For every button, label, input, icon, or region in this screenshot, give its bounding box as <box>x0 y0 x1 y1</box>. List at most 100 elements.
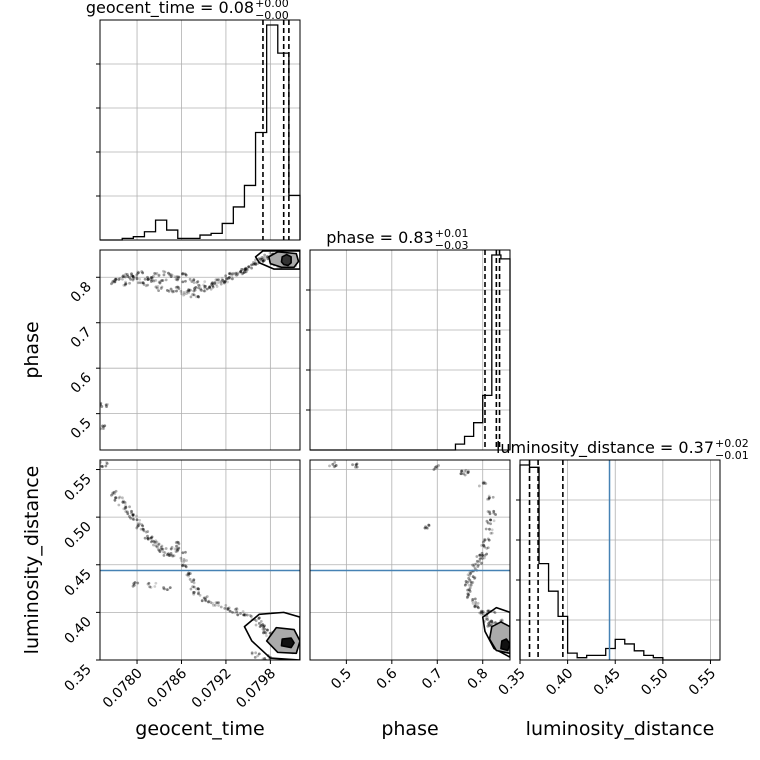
sample-point <box>158 281 162 285</box>
sample-point <box>243 268 247 271</box>
sample-point <box>261 627 265 631</box>
sample-point <box>154 544 158 548</box>
sample-point <box>228 276 232 280</box>
panel-frame <box>309 459 511 661</box>
x-tick-label-luminosity_distance: 0.35 <box>495 666 528 699</box>
sample-point <box>475 555 479 558</box>
sample-point <box>169 547 173 551</box>
sample-point <box>155 545 159 549</box>
sample-point <box>224 274 228 278</box>
sample-point <box>188 578 192 581</box>
sample-point <box>204 599 208 603</box>
sample-point <box>164 278 168 282</box>
sample-point <box>180 292 183 296</box>
sample-point <box>121 275 125 279</box>
sample-point <box>466 580 470 584</box>
sample-point <box>257 257 261 261</box>
sample-point <box>477 563 480 567</box>
sample-point <box>328 464 331 468</box>
sample-point <box>135 518 139 522</box>
sample-point <box>235 607 239 610</box>
sample-point <box>106 402 109 406</box>
sample-point <box>157 274 161 277</box>
sample-point <box>166 588 170 591</box>
sample-point <box>473 605 477 609</box>
sample-point <box>266 628 270 632</box>
sample-point <box>105 461 108 464</box>
sample-point <box>222 281 226 285</box>
sample-point <box>146 534 149 538</box>
sample-point <box>155 286 159 290</box>
sample-point <box>488 621 492 624</box>
sample-point <box>177 546 181 550</box>
sample-point <box>494 621 497 624</box>
sample-point <box>231 610 234 614</box>
sample-point <box>482 556 486 560</box>
sample-point <box>123 275 126 278</box>
panel-background <box>520 460 720 660</box>
sample-point <box>256 654 260 658</box>
sample-point <box>480 551 484 555</box>
sample-point <box>355 462 359 466</box>
sample-point <box>480 610 484 614</box>
sample-point <box>192 579 196 583</box>
sample-point <box>466 588 469 592</box>
sample-point <box>188 572 192 575</box>
sample-point <box>199 288 202 292</box>
sample-point <box>205 287 209 291</box>
sample-point <box>239 269 243 273</box>
sample-point <box>130 272 133 276</box>
sample-point <box>245 613 249 617</box>
sample-point <box>175 275 179 279</box>
sample-point <box>244 266 247 270</box>
sample-point <box>248 614 252 617</box>
sample-point <box>135 518 139 522</box>
sample-point <box>209 287 213 291</box>
sample-point <box>173 547 177 551</box>
y-tick-label-luminosity_distance: 0.50 <box>61 519 94 552</box>
sample-point <box>102 425 105 429</box>
sample-point <box>170 545 174 549</box>
sample-point <box>264 631 268 635</box>
sample-point <box>162 587 165 590</box>
sample-point <box>207 600 210 604</box>
sample-point <box>478 553 482 557</box>
sample-point <box>435 466 439 470</box>
sample-point <box>486 510 490 513</box>
sample-point <box>493 611 497 615</box>
sample-point <box>121 500 124 504</box>
sample-point <box>480 554 484 558</box>
sample-point <box>433 465 437 469</box>
sample-point <box>122 283 126 287</box>
y-axis-label-phase: phase <box>21 321 43 378</box>
sample-point <box>121 275 124 278</box>
sample-point <box>122 499 125 503</box>
sample-point <box>192 578 196 582</box>
sample-point <box>190 280 194 283</box>
sample-point <box>241 268 245 271</box>
sample-point <box>192 581 196 585</box>
sample-point <box>180 272 184 276</box>
sample-point <box>176 548 180 551</box>
sample-point <box>203 289 207 293</box>
sample-point <box>161 547 165 551</box>
sample-point <box>239 270 242 274</box>
sample-point <box>351 463 354 467</box>
sample-point <box>114 496 117 500</box>
sample-point <box>117 278 121 281</box>
sample-point <box>467 469 470 473</box>
sample-point <box>101 465 104 469</box>
sample-point <box>482 480 486 484</box>
sample-point <box>476 605 479 609</box>
sample-point <box>183 559 186 563</box>
sample-point <box>176 549 179 553</box>
panel-title-phase: phase = 0.83 <box>326 228 433 247</box>
sample-point <box>205 595 209 598</box>
sample-point <box>214 283 218 286</box>
sample-point <box>129 516 132 520</box>
sample-point <box>136 525 140 528</box>
sample-point <box>114 496 118 500</box>
sample-point <box>211 284 215 288</box>
sample-point <box>163 587 166 591</box>
sample-point <box>197 286 200 290</box>
